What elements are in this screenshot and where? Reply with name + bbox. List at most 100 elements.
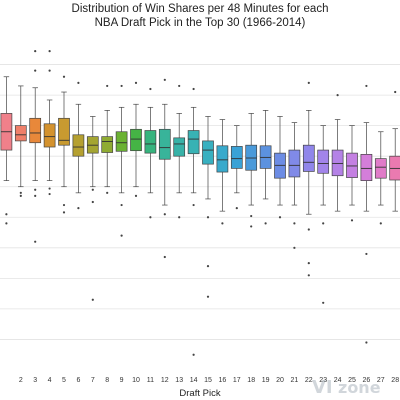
watermark-logo: VI zone [312,377,381,398]
outlier-point-extra-13 [120,234,123,237]
box-iqr [43,123,56,148]
x-tick-label-11: 11 [147,377,154,384]
box-pick-12 [158,78,171,216]
outlier-point-0 [120,84,123,88]
outlier-point-0 [379,222,382,225]
outlier-point-0 [206,216,210,219]
x-tick-label-17: 17 [233,377,241,384]
x-tick-label-3: 3 [33,377,37,384]
box-pick-11 [144,87,157,219]
box-pick-27 [374,131,387,225]
box-iqr [302,144,315,172]
x-tick-label-21: 21 [291,377,299,384]
x-tick-label-14: 14 [190,377,198,384]
outlier-point-0 [221,222,224,225]
outlier-point-1 [5,222,8,225]
outlier-point-1 [77,207,80,210]
box-pick-5 [58,75,70,214]
outlier-point-3 [48,192,51,196]
box-pick-22 [302,81,315,231]
box-pick-2 [14,85,27,197]
x-tick-label-15: 15 [204,377,212,384]
outlier-point-3 [34,194,37,197]
outlier-point-1 [307,228,310,231]
x-tick-label-6: 6 [76,377,80,384]
outlier-point-0 [293,222,296,225]
outlier-point-1 [34,50,37,53]
outlier-point-extra-3 [307,261,310,265]
x-tick-label-20: 20 [276,377,284,384]
box-pick-18 [245,113,258,218]
box-iqr [374,158,387,179]
box-pick-3 [29,50,42,197]
x-tick-label-26: 26 [363,377,371,384]
outlier-point-1 [91,200,94,204]
box-iqr [58,117,70,146]
outlier-point-0 [134,81,138,84]
x-tick-label-19: 19 [262,377,270,384]
outlier-point-0 [307,81,310,84]
x-tick-label-28: 28 [391,377,399,384]
box-pick-1 [0,76,13,225]
box-pick-13 [173,84,186,219]
outlier-point-extra-4 [307,274,310,277]
outlier-point-extra-7 [91,298,94,301]
outlier-point-extra-2 [293,246,296,249]
box-pick-21 [288,122,301,225]
box-iqr [230,146,243,169]
outlier-point-extra-9 [365,341,368,344]
outlier-point-0 [34,69,37,72]
outlier-point-0 [19,191,22,194]
box-iqr [144,130,157,154]
x-tick-label-2: 2 [19,377,23,384]
x-tick-label-5: 5 [62,377,66,384]
x-tick-label-25: 25 [348,377,356,384]
x-tick-label-24: 24 [334,377,342,384]
box-iqr [216,145,229,173]
outlier-point-1 [134,194,138,197]
outlier-point-0 [163,78,166,81]
outlier-point-1 [120,203,123,207]
box-iqr [101,136,114,153]
outlier-point-0 [5,213,8,216]
box-pick-9 [115,84,128,207]
box-iqr [72,134,85,157]
box-pick-26 [360,84,373,212]
outlier-point-0 [48,69,51,72]
outlier-point-1 [149,216,152,219]
outlier-point-0 [264,222,267,225]
box-pick-24 [331,93,344,212]
box-iqr [130,128,142,152]
outlier-point-extra-10 [192,353,195,356]
box-pick-6 [72,81,85,210]
outlier-point-0 [322,222,325,225]
box-pick-19 [259,110,272,225]
box-iqr [158,128,171,160]
outlier-point-1 [62,203,66,207]
box-pick-20 [274,116,286,219]
outlier-point-2 [62,211,66,214]
box-pick-15 [202,116,214,219]
outlier-point-0 [365,84,368,88]
chart-title-line-1: Distribution of Win Shares per 48 Minute… [72,3,329,15]
outlier-point-0 [178,84,181,88]
outlier-point-0 [350,219,354,222]
box-pick-17 [230,125,243,210]
outlier-point-0 [149,87,152,91]
x-tick-label-13: 13 [175,377,183,384]
outlier-point-0 [278,216,282,219]
box-iqr [360,153,373,181]
box-iqr [288,149,301,178]
outlier-point-1 [163,213,166,216]
box-pick-14 [187,87,200,207]
outlier-point-1 [106,191,109,194]
outlier-point-2 [48,187,51,190]
box-pick-8 [101,84,114,194]
chart-title-line-2: NBA Draft Pick in the Top 30 (1966-2014) [95,17,306,29]
box-iqr [14,125,27,142]
outlier-point-0 [77,81,80,84]
outlier-point-0 [235,207,238,210]
outlier-point-1 [19,194,22,197]
box-pick-10 [130,81,142,197]
